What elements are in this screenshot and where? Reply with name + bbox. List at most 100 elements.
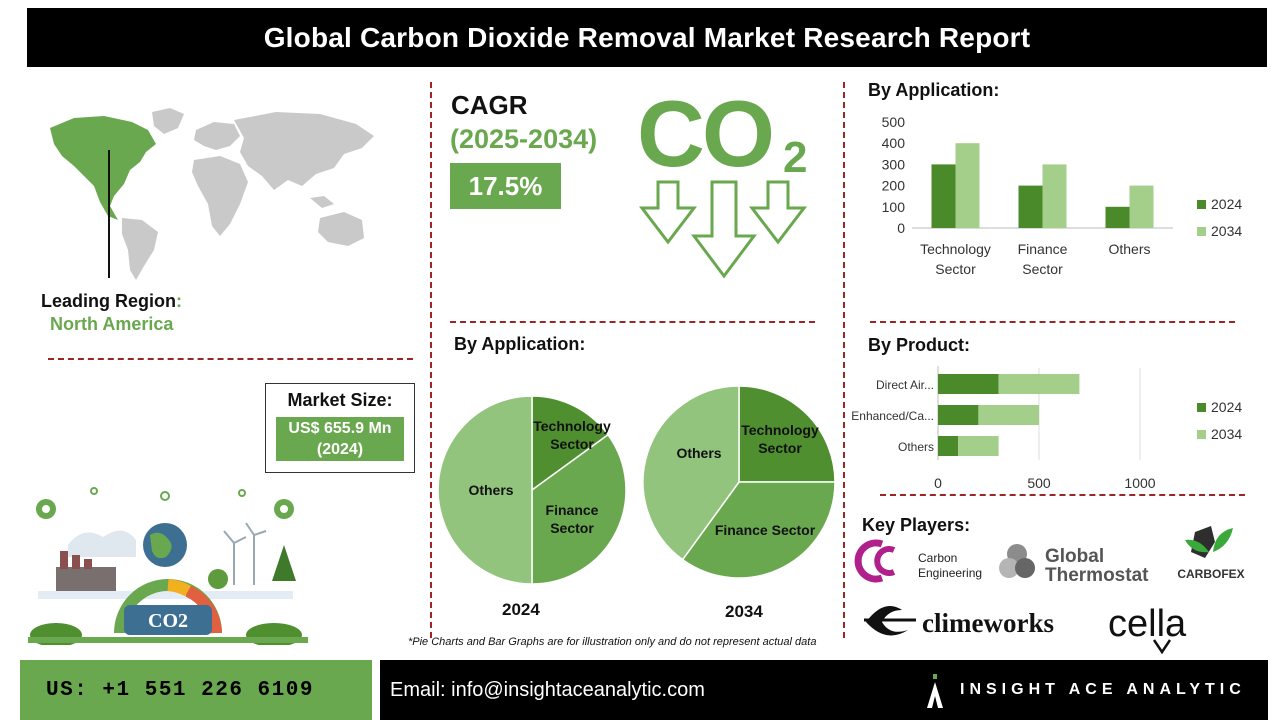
- legend-label-2034: 2034: [1211, 223, 1242, 239]
- climeworks-logo: climeworks: [864, 606, 1054, 638]
- x-tick-label: Others: [1108, 241, 1150, 257]
- pie-year-2034: 2034: [725, 602, 763, 621]
- x-tick-label: Technology: [920, 241, 991, 257]
- islands-shape: [310, 196, 334, 208]
- bar-2024-1: [1018, 185, 1043, 228]
- product-bar-chart: 0 500 1000 Direct Air... Enhanced/Ca... Other…: [851, 366, 1242, 491]
- pie-label-0: Sector: [550, 436, 594, 452]
- market-size-year: (2024): [316, 441, 364, 458]
- divider-vertical-right: [843, 82, 845, 638]
- pie-slice-0: [738, 385, 836, 483]
- wind-turbine-icon: [223, 522, 267, 585]
- cagr-years: (2025-2034): [450, 124, 598, 154]
- bubble-icon: [90, 487, 246, 501]
- page-title: Global Carbon Dioxide Removal Market Res…: [263, 21, 1031, 53]
- legend-label-2024: 2024: [1211, 399, 1242, 415]
- ground-strip: [38, 591, 293, 599]
- pie-label-0: Technology: [533, 418, 611, 434]
- footer-contact-bar: Email: info@insightaceanalytic.com INSIG…: [380, 660, 1268, 720]
- africa-shape: [192, 156, 248, 236]
- bar-2034-2: [1129, 185, 1154, 228]
- carbon-engineering-line2: Engineering: [918, 566, 982, 580]
- pie-label-1: Sector: [550, 520, 594, 536]
- insight-ace-logo-icon: [927, 674, 943, 708]
- europe-shape: [194, 122, 240, 150]
- co2-illustration: CO2: [28, 487, 308, 645]
- gauge-co2-label: CO2: [148, 610, 188, 632]
- pie-slice-1: [531, 433, 627, 585]
- market-size-amount: US$ 655.9 Mn: [288, 420, 392, 437]
- bar-2034-1: [1042, 164, 1067, 228]
- pie-chart-2024: Technology Sector Finance Sector Others: [437, 395, 627, 585]
- bar-2024-0: [931, 164, 956, 228]
- legend-swatch-2024: [1197, 403, 1206, 412]
- bar-2024-0: [938, 374, 999, 394]
- footer-phone-bar: US: +1 551 226 6109: [20, 660, 372, 720]
- co2-symbol: CO: [637, 81, 775, 186]
- x-tick-label: 1000: [1124, 475, 1155, 491]
- leading-region-value: North America: [50, 314, 174, 334]
- pie-label-1: Finance Sector: [715, 522, 816, 538]
- gear-icon: [36, 499, 294, 519]
- footer-email[interactable]: Email: info@insightaceanalytic.com: [390, 679, 705, 701]
- legend-swatch-2034: [1197, 227, 1206, 236]
- x-tick-label: Sector: [1022, 261, 1063, 277]
- footer-phone[interactable]: US: +1 551 226 6109: [46, 678, 314, 702]
- application-bar-chart: 0 100 200 300 400 500 Technology Sector Finance S…: [882, 114, 1243, 277]
- y-tick-label: 400: [882, 135, 906, 151]
- leading-region-colon: :: [176, 291, 182, 311]
- divider-cagr: [450, 321, 815, 323]
- app-bar-title: By Application:: [868, 80, 1000, 100]
- pie-label-0: Sector: [758, 440, 802, 456]
- north-america-shape: [50, 116, 156, 220]
- globe-icon: [143, 523, 187, 567]
- pie-label-0: Technology: [741, 422, 819, 438]
- y-tick-label: 100: [882, 199, 906, 215]
- bar-2024-2: [1105, 206, 1130, 228]
- y-tick-label: 200: [882, 178, 906, 194]
- legend-label-2024: 2024: [1211, 196, 1242, 212]
- bar-2024-1: [938, 405, 979, 425]
- world-map: [50, 108, 374, 280]
- y-tick-label: 300: [882, 156, 906, 172]
- australia-shape: [318, 212, 364, 246]
- x-tick-label: 0: [934, 475, 942, 491]
- pie-year-2024: 2024: [502, 600, 540, 619]
- cella-name: cella: [1108, 603, 1187, 645]
- carbofex-name: CARBOFEX: [1177, 567, 1244, 581]
- global-thermostat-line1: Global: [1045, 546, 1104, 567]
- legend-swatch-2024: [1197, 200, 1206, 209]
- bar-2034-2: [958, 436, 999, 456]
- app-pie-title: By Application:: [454, 334, 586, 354]
- pie-chart-2034: Technology Sector Finance Sector Others: [642, 385, 836, 579]
- cella-logo: cella: [1108, 603, 1187, 655]
- pie-slice-2: [437, 395, 533, 585]
- x-tick-label: Finance: [1018, 241, 1068, 257]
- bar-2034-1: [978, 405, 1039, 425]
- y-tick-label: 500: [882, 114, 906, 130]
- factory-icon: [56, 551, 116, 591]
- legend-swatch-2034: [1197, 430, 1206, 439]
- pie-label-2: Others: [468, 482, 513, 498]
- footer-brand: INSIGHT ACE ANALYTIC: [960, 681, 1246, 698]
- leading-region-text: Leading Region: [41, 291, 176, 311]
- bar-2034-0: [998, 374, 1080, 394]
- gauge-icon: CO2: [114, 579, 222, 635]
- pie-slice-1: [681, 481, 836, 579]
- global-thermostat-line2: Thermostat: [1045, 565, 1149, 586]
- x-tick-label: 500: [1027, 475, 1051, 491]
- market-size-value: US$ 655.9 Mn (2024): [276, 417, 404, 461]
- disclaimer-note: *Pie Charts and Bar Graphs are for illus…: [408, 636, 817, 648]
- pie-slice-2: [642, 385, 740, 561]
- bar-2034-0: [955, 143, 980, 228]
- x-tick-label: Sector: [935, 261, 976, 277]
- bar-2024-2: [938, 436, 959, 456]
- cagr-title: CAGR: [451, 90, 528, 120]
- leading-region-label: Leading Region:: [41, 291, 182, 312]
- product-title: By Product:: [868, 335, 971, 355]
- key-players-title: Key Players:: [862, 515, 971, 535]
- report-header: Global Carbon Dioxide Removal Market Res…: [27, 8, 1267, 67]
- cagr-value: 17.5%: [450, 163, 561, 209]
- market-size-label: Market Size:: [287, 390, 393, 410]
- y-tick-label: Direct Air...: [876, 378, 934, 392]
